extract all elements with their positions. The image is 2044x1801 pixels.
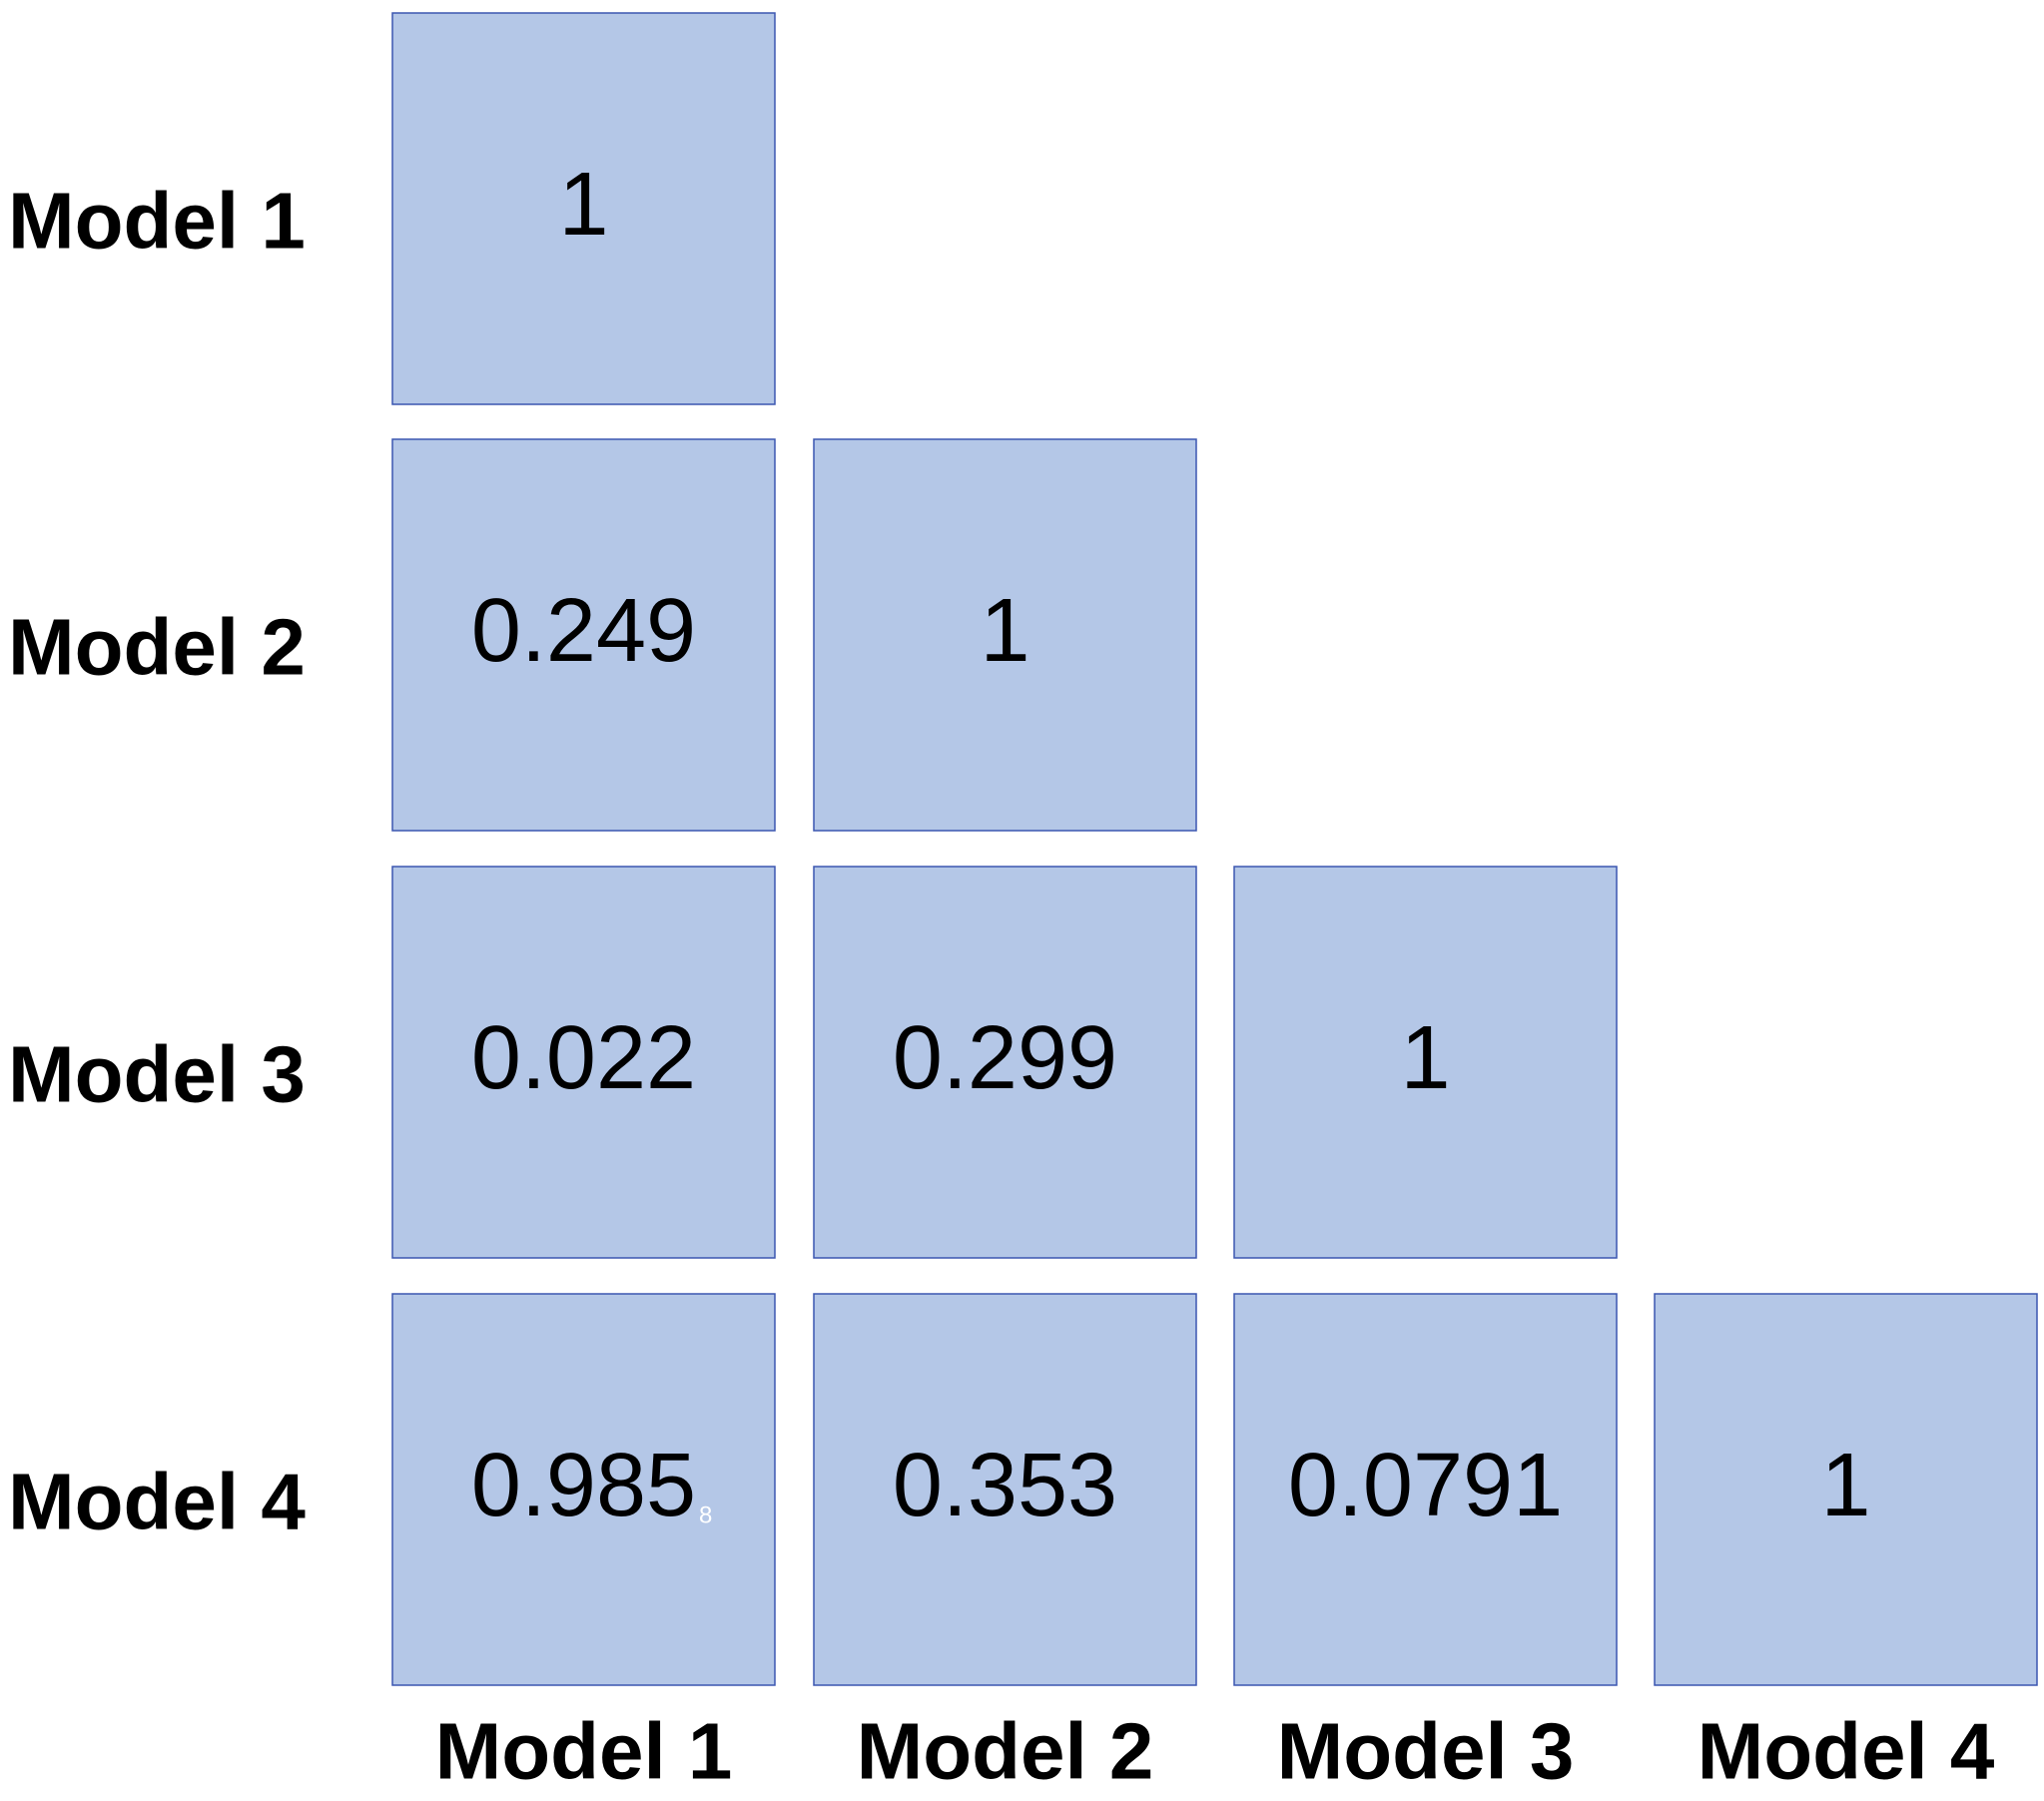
matrix-cell xyxy=(1654,1293,2038,1686)
matrix-cell xyxy=(391,12,776,405)
matrix-cell xyxy=(813,1293,1197,1686)
column-label: Model 1 xyxy=(435,1707,733,1796)
cell-value: 1 xyxy=(558,155,608,255)
cell-value: 1 xyxy=(1820,1436,1870,1535)
row-label: Model 4 xyxy=(8,1458,306,1546)
stray-mark: 8 xyxy=(699,1502,712,1529)
matrix-cell xyxy=(391,1293,776,1686)
matrix-cell xyxy=(391,438,776,832)
cell-value: 1 xyxy=(980,581,1029,681)
cell-value: 0.249 xyxy=(471,581,696,681)
cell-value: 0.0791 xyxy=(1288,1436,1563,1535)
cell-value: 0.022 xyxy=(471,1008,696,1108)
matrix-cell xyxy=(813,438,1197,832)
row-label: Model 1 xyxy=(8,177,306,266)
matrix-cell xyxy=(1233,1293,1618,1686)
column-label: Model 2 xyxy=(857,1707,1154,1796)
cell-value: 0.985 xyxy=(471,1436,696,1535)
cell-value: 0.353 xyxy=(893,1436,1117,1535)
row-label: Model 3 xyxy=(8,1030,306,1119)
column-label: Model 3 xyxy=(1277,1707,1575,1796)
column-label: Model 4 xyxy=(1698,1707,1995,1796)
cell-value: 0.299 xyxy=(893,1008,1117,1108)
matrix-cell xyxy=(391,866,776,1259)
matrix-cell xyxy=(813,866,1197,1259)
cell-value: 1 xyxy=(1400,1008,1450,1108)
matrix-cell xyxy=(1233,866,1618,1259)
row-label: Model 2 xyxy=(8,603,306,692)
